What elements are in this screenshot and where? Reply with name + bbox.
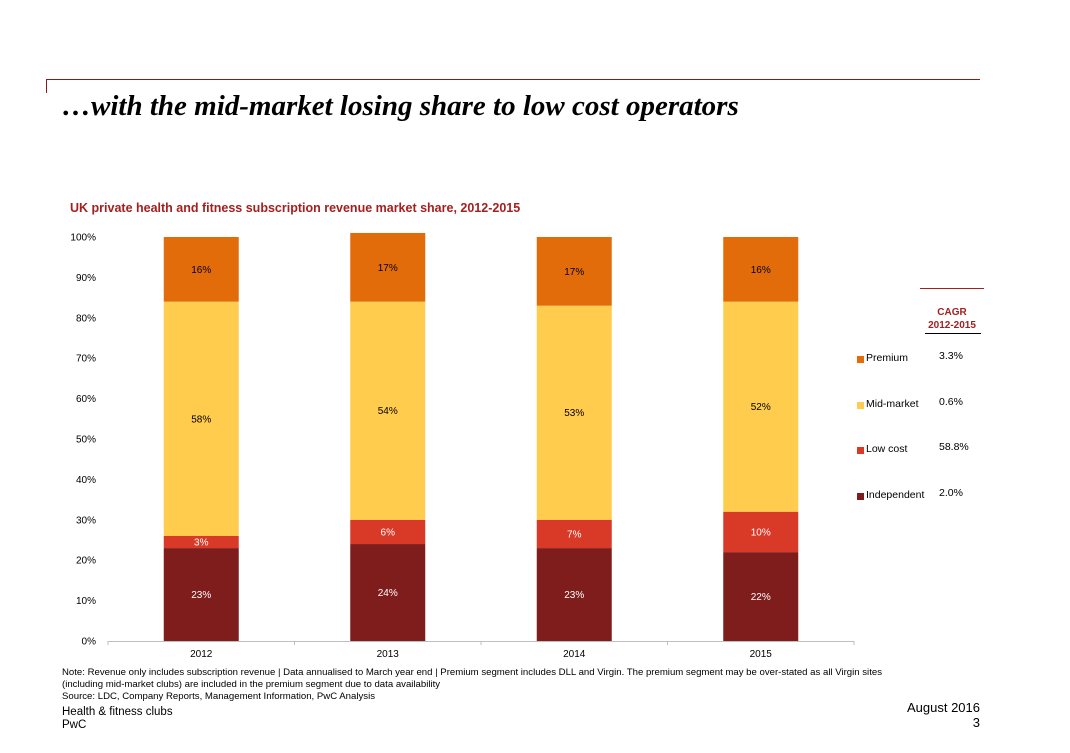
cagr-header-line1: CAGR: [937, 307, 967, 318]
data-label: 6%: [381, 527, 396, 538]
bar-segment: [350, 301, 426, 520]
bar-segment: [723, 237, 799, 302]
footer-date: August 2016: [906, 700, 980, 715]
y-tick-label: 10%: [76, 596, 96, 607]
cagr-header: CAGR 2012-2015: [920, 306, 984, 332]
y-tick-label: 100%: [70, 233, 96, 244]
x-tick-label: 2013: [377, 649, 400, 660]
y-tick-label: 20%: [76, 556, 96, 567]
y-tick-label: 60%: [76, 394, 96, 405]
note-line-1: Note: Revenue only includes subscription…: [62, 667, 882, 678]
y-tick-label: 90%: [76, 273, 96, 284]
bar-segment: [350, 232, 426, 302]
x-tick-label: 2012: [190, 649, 213, 660]
data-label: 17%: [564, 267, 584, 278]
note-line-2: (including mid-market clubs) are include…: [62, 679, 441, 690]
slide-title: …with the mid-market losing share to low…: [62, 90, 739, 122]
legend-label-premium: Premium: [866, 352, 909, 364]
footer-section-name: Health & fitness clubs: [62, 706, 173, 718]
bar-segment: [536, 237, 612, 306]
bar-segment: [350, 519, 426, 545]
bar-segment: [723, 552, 799, 641]
cagr-header-line2: 2012-2015: [928, 320, 976, 331]
data-label: 52%: [751, 402, 771, 413]
data-label: 24%: [378, 588, 398, 599]
legend-item-mid-market: Mid-market 0.6%: [857, 396, 987, 414]
cagr-rule: [920, 288, 984, 289]
legend-cagr-mid-market: 0.6%: [939, 396, 963, 408]
footer-company: PwC: [62, 719, 87, 731]
legend-label-independent: Independent: [866, 489, 925, 501]
cagr-header-underline: [925, 333, 981, 334]
data-label: 58%: [191, 414, 211, 425]
data-label: 22%: [751, 592, 771, 603]
y-tick-label: 50%: [76, 435, 96, 446]
bar-segment: [536, 548, 612, 641]
top-rule: [46, 79, 980, 80]
bar-segment: [723, 511, 799, 553]
footer-left: Health & fitness clubs PwC: [62, 706, 173, 732]
bar-segment: [536, 519, 612, 549]
x-tick-label: 2014: [563, 649, 586, 660]
data-label: 23%: [191, 590, 211, 601]
y-tick-label: 40%: [76, 475, 96, 486]
bar-segment: [163, 535, 239, 549]
legend-item-independent: Independent 2.0%: [857, 487, 987, 505]
y-tick-label: 80%: [76, 313, 96, 324]
legend-cagr-independent: 2.0%: [939, 487, 963, 499]
legend-cagr-premium: 3.3%: [939, 350, 963, 362]
bar-segment: [350, 544, 426, 641]
data-label: 10%: [751, 527, 771, 538]
footer-right: August 2016 3: [907, 700, 980, 730]
data-label: 3%: [194, 538, 209, 549]
bar-segment: [163, 301, 239, 536]
legend-label-low-cost: Low cost: [866, 443, 908, 455]
y-tick-label: 0%: [82, 637, 97, 648]
data-label: 16%: [751, 265, 771, 276]
bar-segment: [536, 305, 612, 520]
data-label: 7%: [567, 529, 582, 540]
data-label: 23%: [564, 590, 584, 601]
bar-segment: [723, 301, 799, 512]
legend-item-premium: Premium 3.3%: [857, 350, 987, 368]
legend-item-low-cost: Low cost 58.8%: [857, 441, 987, 459]
top-rule-tick: [46, 79, 47, 93]
data-label: 53%: [564, 408, 584, 419]
legend-swatch-low-cost: [857, 447, 864, 454]
legend-cagr-low-cost: 58.8%: [939, 441, 969, 453]
y-tick-label: 30%: [76, 515, 96, 526]
x-tick-label: 2015: [750, 649, 773, 660]
chart-note: Note: Revenue only includes subscription…: [62, 667, 1002, 703]
legend-label-mid-market: Mid-market: [866, 398, 919, 410]
legend-swatch-independent: [857, 493, 864, 500]
data-label: 17%: [378, 263, 398, 274]
bar-segment: [163, 237, 239, 302]
footer-page-number: 3: [972, 715, 980, 730]
legend-swatch-mid-market: [857, 402, 864, 409]
data-label: 54%: [378, 406, 398, 417]
chart-title: UK private health and fitness subscripti…: [70, 201, 521, 215]
legend-swatch-premium: [857, 356, 864, 363]
data-label: 16%: [191, 265, 211, 276]
y-tick-label: 70%: [76, 354, 96, 365]
source-line: Source: LDC, Company Reports, Management…: [62, 691, 376, 702]
bar-segment: [163, 548, 239, 641]
